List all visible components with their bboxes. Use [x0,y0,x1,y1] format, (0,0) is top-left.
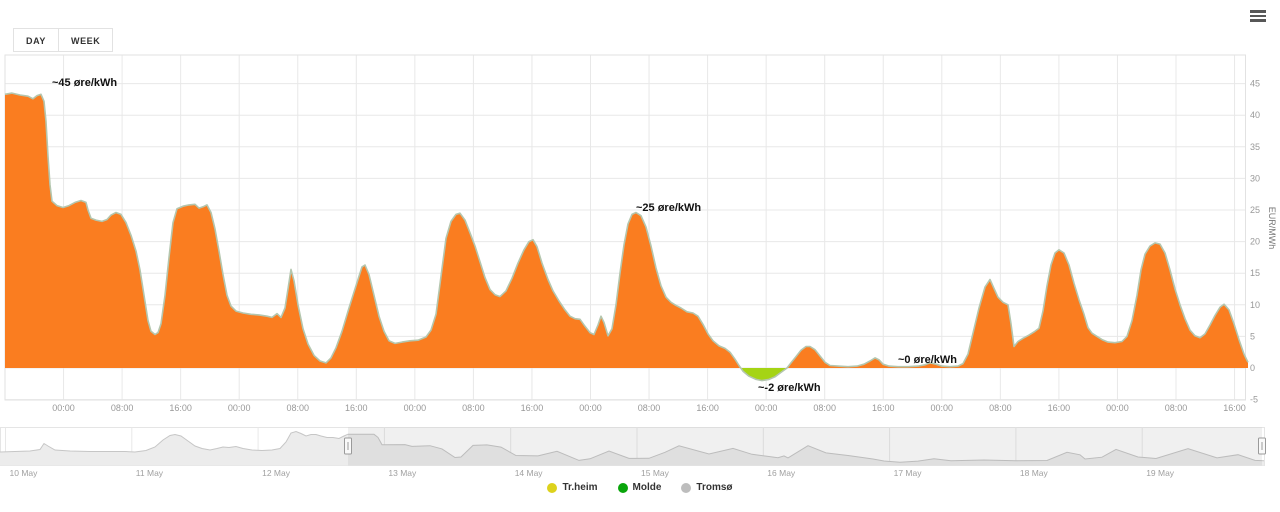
navigator-series-area [0,431,1264,466]
annotation: ~0 øre/kWh [898,354,957,366]
x-axis-label: 16:00 [345,403,368,413]
x-axis-label: 16:00 [872,403,895,413]
y-axis-label: -5 [1250,395,1258,405]
y-axis-label: 20 [1250,237,1260,247]
y-axis-label: 15 [1250,268,1260,278]
y-axis-label: 30 [1250,173,1260,183]
navigator-date-label: 17 May [894,468,923,478]
navigator-date-label: 10 May [10,468,39,478]
hamburger-bar [1250,19,1266,22]
series-marker-icon [681,482,692,493]
legend: Tr.heim Molde Tromsø [0,482,1280,493]
x-axis-label: 08:00 [989,403,1012,413]
series-marker-icon [547,482,558,493]
x-axis-label: 08:00 [462,403,485,413]
x-axis-label: 00:00 [755,403,778,413]
y-axis-label: 10 [1250,300,1260,310]
navigator[interactable]: 10 May 11 May 12 May 13 May 14 May 15 May 16 M… [0,425,1280,480]
x-axis-label: 08:00 [638,403,661,413]
y-axis-title: EUR/MWh [1267,207,1277,250]
navigator-date-label: 12 May [262,468,291,478]
navigator-date-label: 19 May [1146,468,1175,478]
price-line [4,92,1249,382]
y-axis-label: 0 [1250,363,1255,373]
annotation: ~25 øre/kWh [636,202,701,214]
legend-label: Tromsø [696,482,733,493]
navigator-date-label: 16 May [767,468,796,478]
x-axis-label: 00:00 [1106,403,1129,413]
x-axis-label: 00:00 [228,403,251,413]
y-axis-label: 45 [1250,79,1260,89]
y-axis-label: 5 [1250,331,1255,341]
navigator-date-label: 11 May [136,468,164,478]
x-axis-label: 16:00 [521,403,544,413]
series-marker-icon [617,482,628,493]
legend-item-molde[interactable]: Molde [617,482,662,493]
navigator-date-label: 15 May [641,468,670,478]
x-axis-label: 00:00 [931,403,954,413]
annotation: ~45 øre/kWh [52,77,117,89]
x-axis-label: 00:00 [579,403,602,413]
hamburger-bar [1250,10,1266,13]
week-button[interactable]: WEEK [57,28,114,52]
plot-area[interactable] [5,55,1246,400]
x-axis-label: 16:00 [1048,403,1071,413]
navigator-date-label: 18 May [1020,468,1049,478]
legend-label: Tr.heim [562,482,598,493]
hamburger-bar [1250,14,1266,17]
x-axis-label: 00:00 [52,403,75,413]
y-axis-label: 35 [1250,142,1260,152]
x-axis-label: 00:00 [404,403,427,413]
y-axis-label: 25 [1250,205,1260,215]
navigator-date-label: 14 May [515,468,544,478]
range-selector: DAY WEEK [13,28,114,52]
x-axis-label: 08:00 [286,403,309,413]
navigator-selected-range[interactable] [348,427,1262,466]
x-axis-label: 16:00 [696,403,719,413]
x-axis-label: 16:00 [1223,403,1246,413]
legend-label: Molde [632,482,662,493]
navigator-series-line [0,430,1265,463]
legend-item-tromso[interactable]: Tromsø [681,482,733,493]
x-axis-label: 08:00 [813,403,836,413]
day-button[interactable]: DAY [13,28,59,52]
main-chart[interactable]: 00:00 08:00 16:00 00:00 08:00 16:00 00:00 08:00… [0,0,1280,425]
navigator-date-label: 13 May [388,468,417,478]
x-axis-label: 08:00 [1165,403,1188,413]
annotation: ~-2 øre/kWh [758,382,821,394]
hamburger-menu-icon[interactable] [1250,8,1266,24]
legend-item-trheim[interactable]: Tr.heim [547,482,598,493]
x-axis-label: 08:00 [111,403,134,413]
x-axis-label: 16:00 [169,403,192,413]
y-axis-label: 40 [1250,110,1260,120]
